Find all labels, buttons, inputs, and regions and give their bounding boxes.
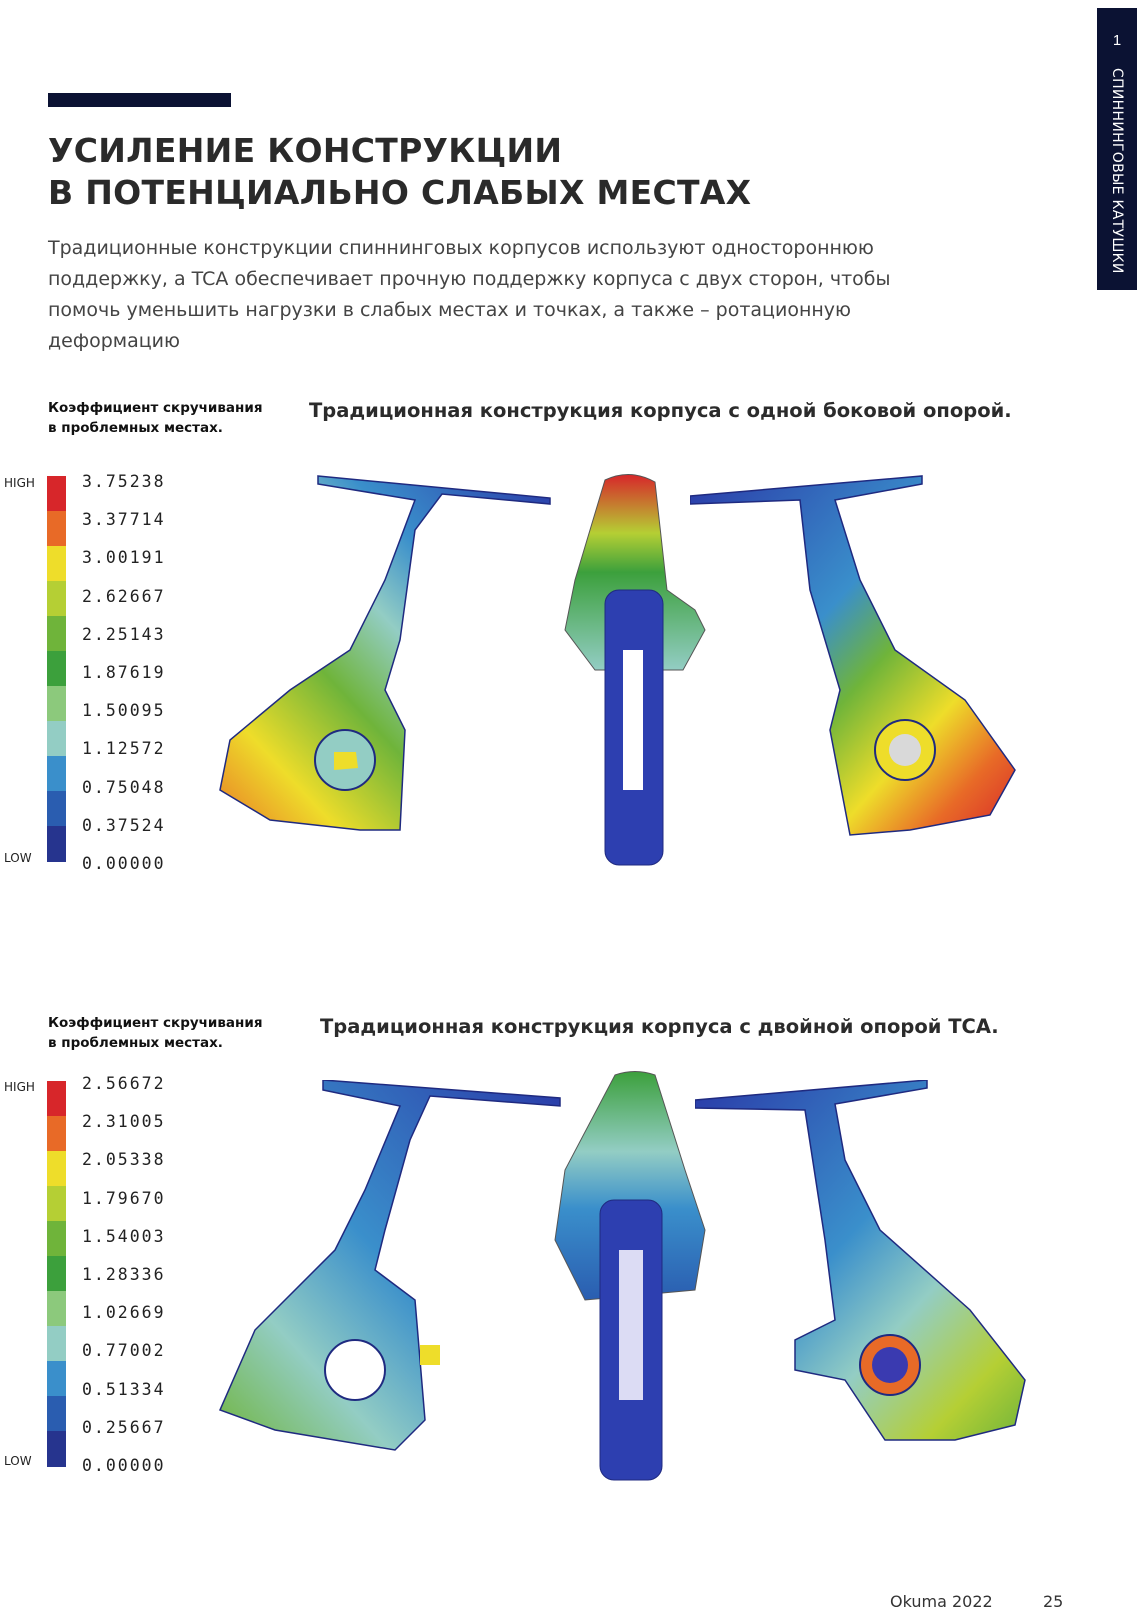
scale-swatch [47,721,66,756]
scale-swatch [47,1431,66,1467]
scale-value: 1.02669 [82,1303,166,1323]
high-label: HIGH [4,1080,35,1094]
scale-value: 2.25143 [82,624,166,644]
scale-value: 3.37714 [82,510,166,530]
scale-value: 1.79670 [82,1188,166,1208]
scale-value: 1.50095 [82,701,166,721]
scale-caption-line-1: Коэффициент скручивания [48,400,263,416]
color-scale-bar [47,476,66,862]
footer-brand: Okuma 2022 [890,1592,993,1611]
reel-side-view-right [690,475,1016,836]
scale-values: 2.56672 2.31005 2.05338 1.79670 1.54003 … [82,1074,166,1494]
scale-value: 3.00191 [82,548,166,568]
scale-swatch [47,826,66,862]
scale-caption-line-1: Коэффициент скручивания [48,1015,263,1031]
page-title-line-1: УСИЛЕНИЕ КОНСТРУКЦИИ [48,131,563,170]
section-tab[interactable]: 1 СПИННИНГОВЫЕ КАТУШКИ [1097,8,1137,290]
scale-caption-line-2: в проблемных местах. [48,1035,223,1051]
scale-swatch [47,1151,66,1186]
low-label: LOW [4,1454,32,1468]
scale-swatch [47,756,66,791]
scale-swatch [47,1081,66,1116]
scale-value: 0.37524 [82,815,166,835]
scale-caption: Коэффициент скручивания в проблемных мес… [48,398,263,438]
title-accent-bar [48,93,231,107]
scale-value: 0.51334 [82,1379,166,1399]
scale-swatch [47,1326,66,1361]
scale-value: 2.56672 [82,1074,166,1093]
scale-swatch [47,581,66,616]
scale-swatch [47,546,66,581]
scale-value: 1.12572 [82,739,166,759]
scale-swatch [47,791,66,826]
page-title-line-2: В ПОТЕНЦИАЛЬНО СЛАБЫХ МЕСТАХ [48,173,752,212]
page-title: УСИЛЕНИЕ КОНСТРУКЦИИ В ПОТЕНЦИАЛЬНО СЛАБ… [48,130,948,214]
scale-value: 0.25667 [82,1417,166,1437]
scale-values: 3.75238 3.37714 3.00191 2.62667 2.25143 … [82,472,166,892]
scale-swatch [47,686,66,721]
high-label: HIGH [4,476,35,490]
color-scale-bar [47,1081,66,1467]
page-number: 25 [1043,1592,1064,1611]
scale-swatch [47,1221,66,1256]
section-label: СПИННИНГОВЫЕ КАТУШКИ [1109,68,1125,274]
scale-value: 0.00000 [82,1455,166,1475]
scale-swatch [47,651,66,686]
scale-value: 1.54003 [82,1226,166,1246]
scale-caption-line-2: в проблемных местах. [48,420,223,436]
scale-swatch [47,1396,66,1431]
scale-value: 1.28336 [82,1264,166,1284]
diagram-caption: Традиционная конструкция корпуса с двойн… [320,1015,999,1038]
diagram-caption: Традиционная конструкция корпуса с одной… [309,399,1012,422]
scale-swatch [47,511,66,546]
scale-caption: Коэффициент скручивания в проблемных мес… [48,1013,263,1053]
scale-swatch [47,1361,66,1396]
intro-paragraph: Традиционные конструкции спиннинговых ко… [48,237,891,352]
section-number: 1 [1112,32,1122,49]
reel-side-view-right [695,1080,1026,1441]
scale-value: 0.77002 [82,1341,166,1361]
scale-swatch [47,616,66,651]
scale-swatch [47,476,66,511]
reel-side-view-left [218,1080,561,1451]
scale-value: 2.31005 [82,1112,166,1132]
scale-value: 0.00000 [82,853,166,873]
reel-front-view [564,474,706,866]
scale-swatch [47,1256,66,1291]
low-label: LOW [4,851,32,865]
scale-value: 1.87619 [82,662,166,682]
scale-swatch [47,1291,66,1326]
scale-value: 0.75048 [82,777,166,797]
scale-swatch [47,1116,66,1151]
scale-value: 3.75238 [82,472,166,491]
reel-front-view [554,1071,706,1481]
scale-swatch [47,1186,66,1221]
scale-value: 2.05338 [82,1150,166,1170]
scale-value: 2.62667 [82,586,166,606]
reel-side-view-left [219,475,551,831]
